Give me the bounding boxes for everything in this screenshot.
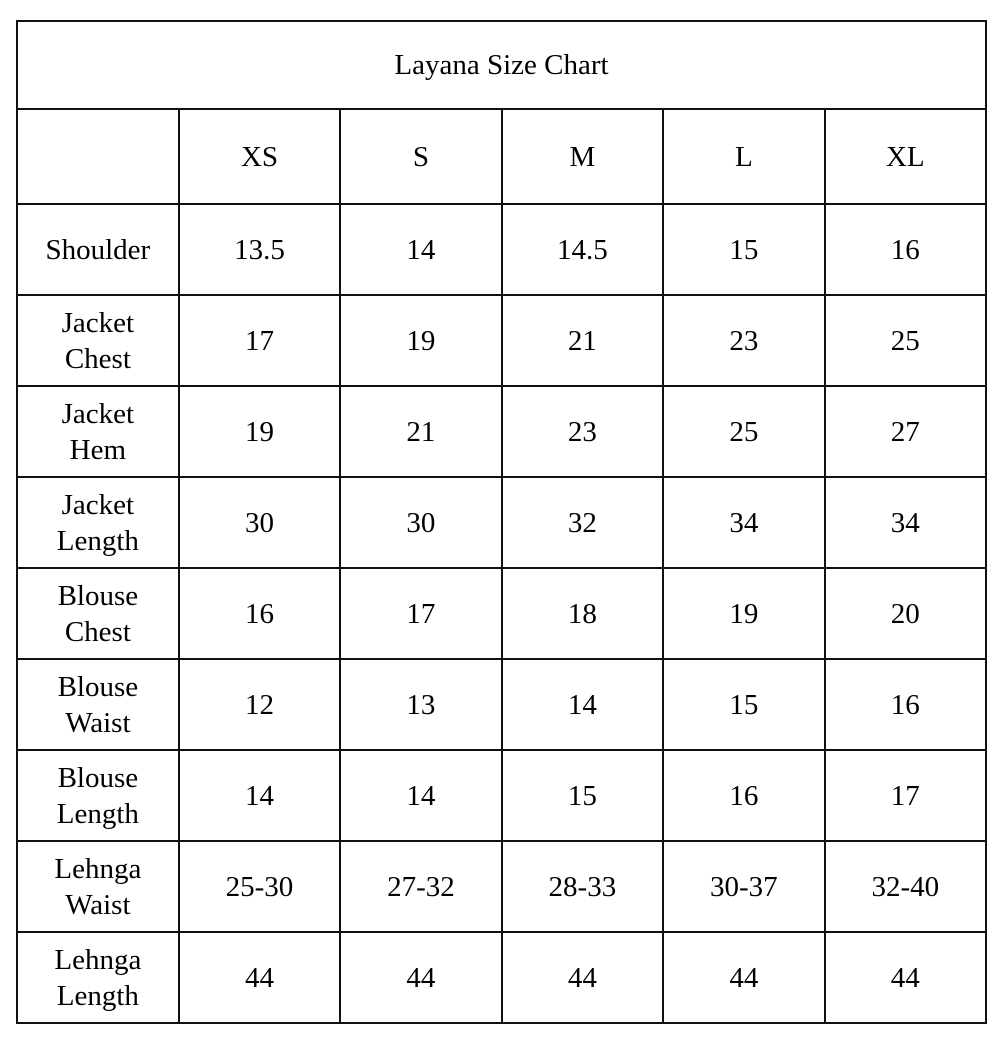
row-label-line: Waist	[65, 706, 131, 739]
measurement-cell: 23	[662, 294, 826, 387]
row-label-line: Length	[56, 797, 139, 830]
row-label-line: Chest	[64, 615, 131, 648]
size-chart-table: Layana Size Chart XS S M L XL Shoulder 13…	[16, 20, 988, 1024]
measurement-cell: 23	[500, 385, 665, 478]
table-row: Blouse Chest 16 17 18 19 20	[16, 567, 988, 660]
row-label: Jacket Hem	[16, 385, 180, 478]
measurement-cell: 16	[662, 749, 826, 842]
header-row: XS S M L XL	[16, 108, 988, 205]
measurement-cell: 34	[662, 476, 826, 569]
measurement-cell: 21	[339, 385, 503, 478]
measurement-cell: 20	[823, 567, 988, 660]
row-label: Shoulder	[16, 203, 180, 296]
row-label: Blouse Chest	[16, 567, 180, 660]
measurement-cell: 14	[339, 749, 503, 842]
table-row: Jacket Length 30 30 32 34 34	[16, 476, 988, 569]
measurement-cell: 14.5	[500, 203, 665, 296]
row-label-line: Blouse	[57, 761, 139, 794]
size-header: XL	[823, 108, 988, 205]
measurement-cell: 12	[177, 658, 342, 751]
row-label-line: Lehnga	[54, 852, 142, 885]
row-label: Lehnga Length	[16, 931, 180, 1024]
measurement-cell: 25-30	[177, 840, 342, 933]
measurement-cell: 16	[177, 567, 342, 660]
measurement-cell: 44	[662, 931, 826, 1024]
measurement-cell: 19	[662, 567, 826, 660]
row-label: Jacket Chest	[16, 294, 180, 387]
measurement-cell: 21	[500, 294, 665, 387]
measurement-cell: 13	[339, 658, 503, 751]
measurement-cell: 44	[339, 931, 503, 1024]
table-row: Jacket Chest 17 19 21 23 25	[16, 294, 988, 387]
row-label-line: Lehnga	[54, 943, 142, 976]
row-label: Blouse Waist	[16, 658, 180, 751]
row-label-line: Chest	[64, 342, 131, 375]
row-label-line: Blouse	[57, 670, 139, 703]
measurement-cell: 44	[177, 931, 342, 1024]
table-row: Lehnga Length 44 44 44 44 44	[16, 931, 988, 1024]
row-label-line: Blouse	[57, 579, 139, 612]
measurement-cell: 17	[177, 294, 342, 387]
measurement-cell: 30-37	[662, 840, 826, 933]
measurement-cell: 15	[500, 749, 665, 842]
measurement-cell: 14	[177, 749, 342, 842]
measurement-cell: 25	[662, 385, 826, 478]
measurement-cell: 19	[339, 294, 503, 387]
row-label-line: Jacket	[61, 306, 135, 339]
row-label-line: Waist	[65, 888, 131, 921]
measurement-cell: 14	[500, 658, 665, 751]
row-label: Lehnga Waist	[16, 840, 180, 933]
measurement-cell: 18	[500, 567, 665, 660]
table-row: Blouse Waist 12 13 14 15 16	[16, 658, 988, 751]
measurement-cell: 44	[823, 931, 988, 1024]
measurement-cell: 25	[823, 294, 988, 387]
measurement-cell: 32	[500, 476, 665, 569]
measurement-cell: 30	[339, 476, 503, 569]
measurement-cell: 30	[177, 476, 342, 569]
measurement-cell: 44	[500, 931, 665, 1024]
row-label: Jacket Length	[16, 476, 180, 569]
measurement-cell: 14	[339, 203, 503, 296]
measurement-cell: 17	[823, 749, 988, 842]
row-label-line: Hem	[69, 433, 127, 466]
table-row: Lehnga Waist 25-30 27-32 28-33 30-37 32-40	[16, 840, 988, 933]
measurement-cell: 15	[662, 658, 826, 751]
measurement-cell: 34	[823, 476, 988, 569]
measurement-cell: 15	[662, 203, 826, 296]
table-row: Shoulder 13.5 14 14.5 15 16	[16, 203, 988, 296]
row-label-line: Jacket	[61, 488, 135, 521]
row-label-line: Length	[56, 979, 139, 1012]
measurement-cell: 17	[339, 567, 503, 660]
measurement-cell: 13.5	[177, 203, 342, 296]
measurement-cell: 28-33	[500, 840, 665, 933]
chart-title: Layana Size Chart	[16, 20, 987, 110]
size-header: M	[500, 108, 665, 205]
size-header: L	[662, 108, 826, 205]
row-label: Blouse Length	[16, 749, 180, 842]
measurement-cell: 27-32	[339, 840, 503, 933]
row-label-line: Shoulder	[45, 233, 151, 266]
table-row: Blouse Length 14 14 15 16 17	[16, 749, 988, 842]
size-header: S	[339, 108, 503, 205]
table-row: Jacket Hem 19 21 23 25 27	[16, 385, 988, 478]
measurement-cell: 32-40	[823, 840, 988, 933]
measurement-cell: 16	[823, 203, 988, 296]
row-label-line: Length	[56, 524, 139, 557]
title-row: Layana Size Chart	[16, 20, 987, 110]
row-label-line: Jacket	[61, 397, 135, 430]
size-header: XS	[177, 108, 342, 205]
measurement-cell: 27	[823, 385, 988, 478]
corner-cell	[16, 108, 180, 205]
measurement-cell: 16	[823, 658, 988, 751]
measurement-cell: 19	[177, 385, 342, 478]
